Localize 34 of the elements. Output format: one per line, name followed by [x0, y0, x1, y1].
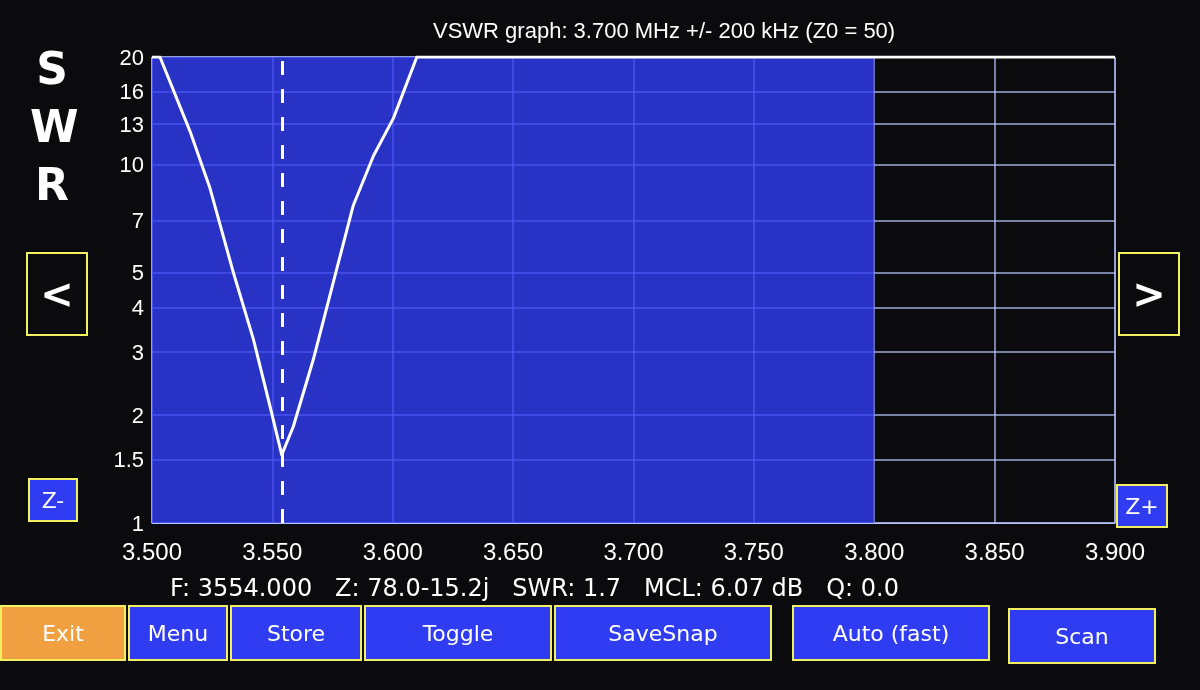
y-tick-label: 1	[131, 510, 144, 536]
x-tick-label: 3.750	[723, 537, 784, 565]
x-tick-label: 3.500	[121, 537, 183, 565]
y-tick-label: 16	[119, 79, 144, 105]
y-tick-label: 13	[119, 111, 144, 137]
x-tick-label: 3.800	[844, 537, 905, 565]
text: SaveSnap	[554, 605, 772, 661]
text: Auto (fast)	[792, 605, 990, 661]
x-tick-label: 3.900	[1084, 537, 1146, 565]
y-tick-label: 2	[131, 402, 144, 428]
text: Scan	[1008, 608, 1156, 664]
y-tick-label: 4	[131, 294, 144, 320]
text: F: 3554.000 Z: 78.0-15.2j SWR: 1.7 MCL: 6.07 dB Q: 0.0	[170, 574, 899, 602]
x-tick-label: 3.700	[603, 537, 664, 565]
text: Z+	[1116, 484, 1168, 528]
y-tick-label: 20	[119, 44, 144, 70]
y-tick-label: 10	[119, 152, 144, 178]
text: Toggle	[364, 605, 552, 661]
x-tick-label: 3.600	[362, 537, 423, 565]
x-tick-label: 3.550	[242, 537, 303, 565]
y-tick-label: 1.5	[113, 447, 144, 473]
y-tick-label: 5	[131, 260, 144, 286]
y-tick-label: 3	[131, 339, 144, 365]
text: >	[1118, 252, 1180, 336]
y-axis-title: SWR	[30, 42, 79, 212]
x-tick-label: 3.650	[483, 537, 544, 565]
text: Menu	[128, 605, 228, 661]
chart-title: VSWR graph: 3.700 MHz +/- 200 kHz (Z0 = 50)	[433, 17, 896, 43]
y-tick-label: 7	[131, 207, 144, 233]
text: Store	[230, 605, 362, 661]
x-tick-label: 3.850	[964, 537, 1025, 565]
text: Exit	[0, 605, 126, 661]
text: <	[26, 252, 88, 336]
text: Z-	[28, 478, 78, 522]
